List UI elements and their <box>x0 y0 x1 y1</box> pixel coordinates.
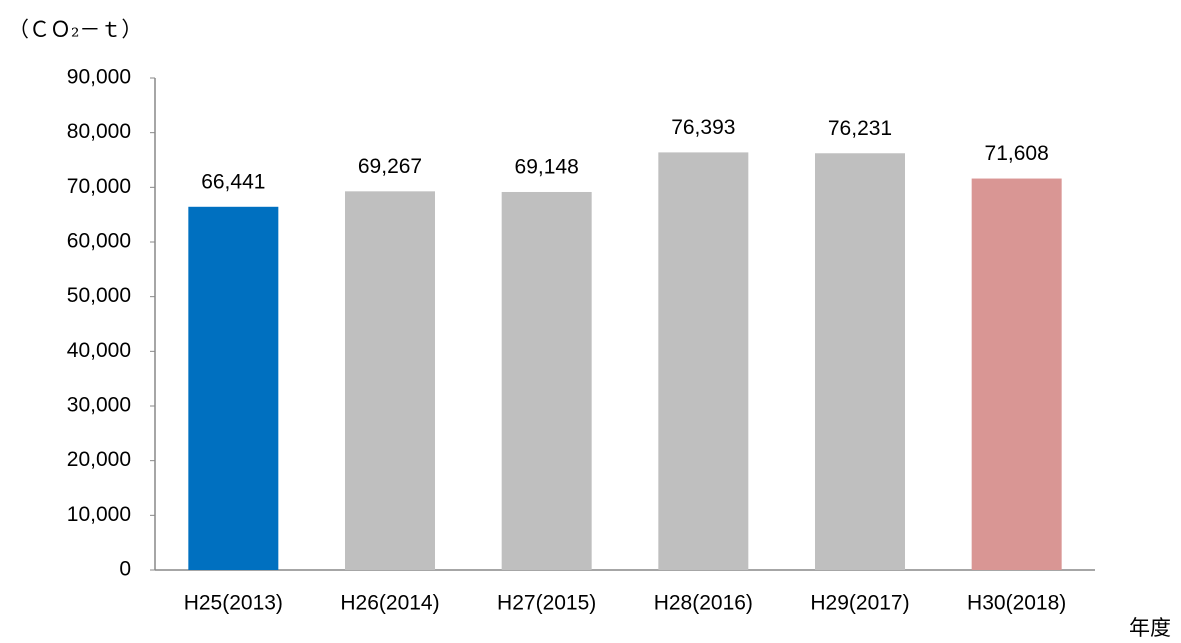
x-axis-title: 年度 <box>1129 616 1171 640</box>
value-label: 71,608 <box>985 142 1049 165</box>
y-tick-label: 60,000 <box>67 230 131 253</box>
y-tick-label: 10,000 <box>67 503 131 526</box>
x-tick-label: H25(2013) <box>184 592 283 615</box>
x-tick-label: H27(2015) <box>497 592 596 615</box>
y-tick-label: 30,000 <box>67 394 131 417</box>
value-label: 66,441 <box>201 170 265 193</box>
y-tick-label: 70,000 <box>67 175 131 198</box>
value-label: 69,267 <box>358 155 422 178</box>
bar <box>501 191 592 570</box>
y-axis-title: （ＣＯ₂－ｔ） <box>8 18 142 42</box>
bar <box>815 153 905 570</box>
bar <box>345 191 435 570</box>
bar <box>971 178 1062 570</box>
y-tick-label: 40,000 <box>67 339 131 362</box>
value-label: 69,148 <box>515 156 579 179</box>
x-tick-label: H26(2014) <box>340 592 439 615</box>
bar <box>188 206 279 571</box>
bar <box>658 152 749 570</box>
value-label: 76,393 <box>671 116 735 139</box>
y-tick-label: 80,000 <box>67 120 131 143</box>
value-label: 76,231 <box>828 117 892 140</box>
y-tick-label: 0 <box>119 558 131 581</box>
x-tick-label: H28(2016) <box>654 592 753 615</box>
y-tick-label: 20,000 <box>67 448 131 471</box>
x-tick-label: H30(2018) <box>967 592 1066 615</box>
y-tick-label: 90,000 <box>67 66 131 89</box>
y-tick-label: 50,000 <box>67 284 131 307</box>
x-tick-label: H29(2017) <box>810 592 909 615</box>
